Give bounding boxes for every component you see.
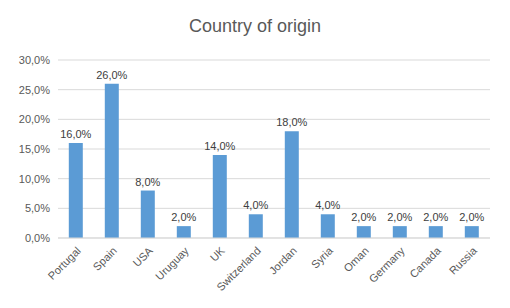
svg-text:2,0%: 2,0%	[459, 211, 484, 223]
svg-text:2,0%: 2,0%	[351, 211, 376, 223]
svg-text:25,0%: 25,0%	[19, 84, 50, 96]
svg-text:8,0%: 8,0%	[135, 176, 160, 188]
svg-text:14,0%: 14,0%	[204, 140, 235, 152]
svg-text:26,0%: 26,0%	[96, 69, 127, 81]
svg-text:0,0%: 0,0%	[25, 232, 50, 244]
svg-text:Germany: Germany	[366, 244, 407, 285]
svg-text:Spain: Spain	[91, 244, 119, 272]
svg-text:30,0%: 30,0%	[19, 54, 50, 66]
svg-text:5,0%: 5,0%	[25, 202, 50, 214]
html-text:Country of origin: Country of origin	[189, 16, 321, 36]
svg-text:2,0%: 2,0%	[387, 211, 412, 223]
svg-text:20,0%: 20,0%	[19, 113, 50, 125]
svg-text:15,0%: 15,0%	[19, 143, 50, 155]
svg-text:4,0%: 4,0%	[315, 199, 340, 211]
svg-text:Uruguay: Uruguay	[153, 244, 191, 282]
svg-text:Russia: Russia	[447, 244, 480, 277]
svg-text:Syria: Syria	[309, 244, 336, 271]
svg-text:USA: USA	[130, 244, 155, 269]
svg-text:UK: UK	[208, 244, 228, 264]
svg-text:18,0%: 18,0%	[276, 116, 307, 128]
svg-text:16,0%: 16,0%	[60, 128, 91, 140]
svg-text:Portugal: Portugal	[45, 244, 82, 281]
svg-text:4,0%: 4,0%	[243, 199, 268, 211]
svg-text:Canada: Canada	[407, 244, 443, 280]
svg-text:2,0%: 2,0%	[423, 211, 448, 223]
svg-text:Oman: Oman	[341, 244, 371, 274]
svg-text:2,0%: 2,0%	[171, 211, 196, 223]
svg-text:Jordan: Jordan	[267, 244, 299, 276]
svg-text:10,0%: 10,0%	[19, 173, 50, 185]
svg-text:Switzerland: Switzerland	[214, 244, 263, 293]
